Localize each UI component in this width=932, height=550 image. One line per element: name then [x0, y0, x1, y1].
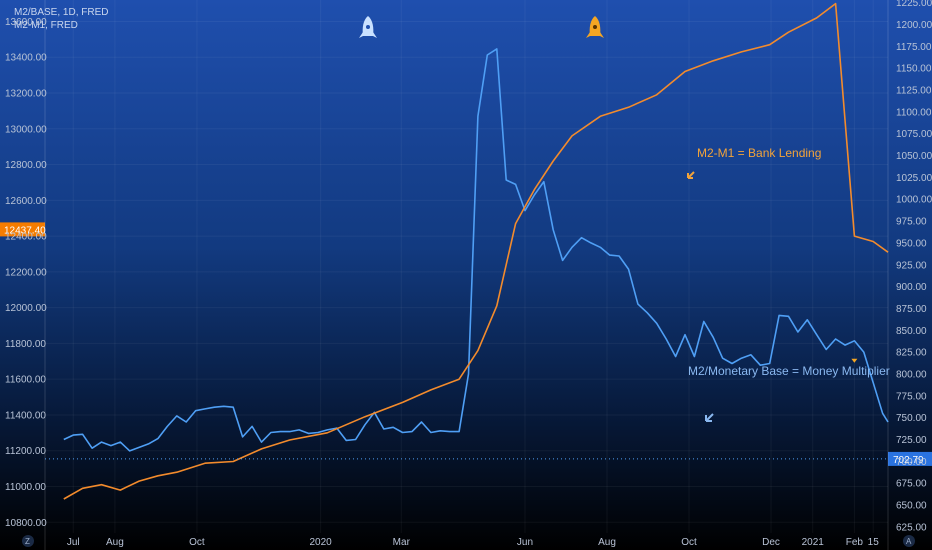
left-axis-tick-label: 12200.00	[5, 267, 47, 278]
right-axis-tick-label: 675.00	[896, 479, 927, 490]
right-axis-tick-label: 1200.00	[896, 20, 932, 31]
svg-text:A: A	[906, 537, 912, 546]
right-axis-tick-label: 650.00	[896, 501, 927, 512]
x-tick-label: 2021	[802, 537, 825, 548]
auto-scale-icon[interactable]: A	[903, 535, 915, 547]
left-axis-tick-label: 13000.00	[5, 124, 47, 135]
x-tick-label: Mar	[393, 537, 411, 548]
left-price-badge	[0, 222, 45, 237]
left-axis-tick-label: 12800.00	[5, 160, 47, 171]
right-axis-tick-label: 875.00	[896, 304, 927, 315]
grid	[45, 0, 888, 533]
right-axis-tick-label: 950.00	[896, 238, 927, 249]
left-axis-tick-label: 13200.00	[5, 89, 47, 100]
left-axis-tick-label: 11600.00	[5, 375, 46, 386]
right-axis-tick-label: 900.00	[896, 282, 927, 293]
right-axis-tick-label: 750.00	[896, 413, 927, 424]
x-tick-label: Jun	[517, 537, 533, 548]
arrow-money-multiplier-icon	[705, 413, 714, 422]
x-tick-label: 2020	[309, 537, 332, 548]
series-line-m2-m1	[63, 2, 889, 500]
left-axis-tick-label: 11800.00	[5, 339, 46, 350]
annotation-money-multiplier: M2/Monetary Base = Money Multiplier	[688, 364, 890, 378]
x-tick-label: Oct	[189, 537, 205, 548]
zoom-icon[interactable]: Z	[22, 535, 34, 547]
x-tick-label: Feb	[846, 537, 864, 548]
left-axis-tick-label: 13400.00	[5, 53, 47, 64]
right-axis-tick-label: 825.00	[896, 348, 927, 359]
x-tick-label: Aug	[106, 537, 124, 548]
right-axis-tick-label: 850.00	[896, 326, 927, 337]
x-tick-label: 15	[868, 537, 880, 548]
rocket-orange-icon	[586, 16, 604, 38]
left-price-badge-label: 12437.40	[4, 225, 46, 236]
legend-symbol-2: M2-M1, FRED	[14, 20, 78, 31]
series-line-m2-base	[63, 48, 889, 452]
x-tick-label: Aug	[598, 537, 616, 548]
annotation-bank-lending: M2-M1 = Bank Lending	[697, 146, 821, 160]
x-tick-label: Oct	[681, 537, 697, 548]
right-axis-tick-label: 1125.00	[896, 85, 932, 96]
left-axis-tick-label: 11000.00	[5, 482, 46, 493]
left-axis-tick-label: 10800.00	[5, 518, 47, 529]
right-price-badge	[888, 451, 932, 466]
arrow-bank-lending-icon	[687, 171, 695, 179]
right-axis-tick-label: 975.00	[896, 217, 927, 228]
series-layer	[63, 2, 889, 500]
right-axis-tick-label: 925.00	[896, 260, 927, 271]
axes: Jul Aug Oct 2020 Mar Jun Aug Oct Dec 2021 Feb 15 108…	[5, 0, 932, 550]
right-axis-tick-label: 1025.00	[896, 173, 932, 184]
left-axis-tick-label: 12000.00	[5, 303, 47, 314]
x-tick-label: Jul	[67, 537, 80, 548]
right-axis-tick-label: 1075.00	[896, 129, 932, 140]
right-axis-tick-label: 1150.00	[896, 64, 932, 75]
right-axis-tick-label: 775.00	[896, 391, 927, 402]
right-axis-tick-label: 725.00	[896, 435, 927, 446]
right-axis-tick-label: 625.00	[896, 522, 927, 533]
right-axis-tick-label: 1050.00	[896, 151, 932, 162]
markers: 702.79 12437.40	[0, 222, 932, 466]
right-axis-tick-label: 800.00	[896, 369, 927, 380]
left-axis-tick-label: 11400.00	[5, 410, 46, 421]
right-price-badge-label: 702.79	[893, 455, 924, 466]
left-axis-tick-label: 12400.00	[5, 232, 47, 243]
right-axis-tick-label: 1100.00	[896, 107, 932, 118]
legend-symbol-1: M2/BASE, 1D, FRED	[14, 7, 108, 18]
left-axis-tick-label: 13600.00	[5, 17, 47, 28]
left-axis-tick-label: 11200.00	[5, 446, 46, 457]
right-axis-tick-label: 700.00	[896, 457, 927, 468]
left-axis-tick-label: 12600.00	[5, 196, 47, 207]
right-axis-tick-label: 1225.00	[896, 0, 932, 9]
rocket-blue-icon	[359, 16, 377, 38]
marker-triangle-icon	[851, 358, 858, 363]
right-axis-tick-label: 1000.00	[896, 195, 932, 206]
x-tick-label: Dec	[762, 537, 780, 548]
right-axis-tick-label: 1175.00	[896, 42, 932, 53]
svg-text:Z: Z	[25, 537, 30, 546]
